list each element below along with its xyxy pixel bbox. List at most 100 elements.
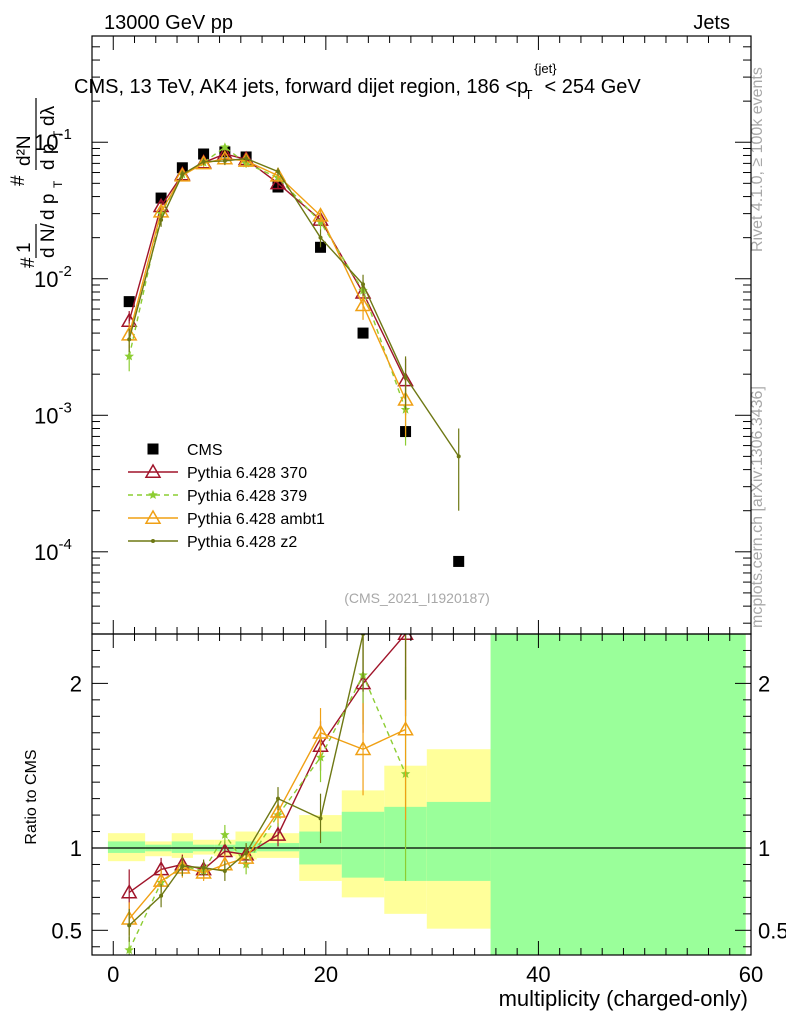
plot-title-suffix: < 254 GeV (545, 76, 642, 98)
band-green-2 (171, 841, 193, 853)
legend-marker-ambt1 (144, 509, 162, 524)
header-left-label: 13000 GeV pp (104, 12, 233, 34)
y-tick-base: 10 (34, 267, 58, 292)
ratio-line-p370 (128, 634, 407, 894)
legend-label-cms: CMS (187, 442, 223, 459)
y-tick-label-main-0: 10-1 (34, 126, 72, 155)
y-tick-label-ratio-l-1: 1 (70, 836, 82, 861)
plot-title-sub: T (525, 87, 533, 102)
ylabel-sub-T: T (51, 180, 65, 188)
legend-marker-z2 (151, 539, 155, 543)
y-tick-label-main-2: 10-3 (34, 399, 72, 428)
x-tick-label-0: 0 (107, 962, 119, 987)
ratio-line-p379 (128, 673, 407, 951)
main-point-cms-10 (453, 555, 465, 567)
main-y-axis-label: # 1 d N/ d p T # d²N d p T dλ (8, 98, 65, 268)
ratio-plot-frame (91, 633, 752, 956)
main-point-ambt1-6 (269, 167, 287, 182)
y-tick-label-ratio-r-0: 0.5 (758, 918, 786, 943)
ratio-point-ambt1-6 (269, 803, 287, 818)
header-right-label: Jets (693, 12, 730, 34)
y-tick-label-ratio-r-2: 2 (758, 671, 770, 696)
ratio-point-z2-2 (180, 864, 185, 869)
main-point-z2-10 (456, 454, 461, 459)
x-tick-label-60: 60 (739, 962, 763, 987)
ylabel-dlambda: dλ (38, 105, 59, 126)
plot-title-prefix: CMS, 13 TeV, AK4 jets, forward dijet reg… (74, 76, 528, 98)
main-series-group (120, 142, 465, 567)
ratio-point-z2-6 (276, 796, 281, 801)
legend-label-z2: Pythia 6.428 z2 (187, 534, 297, 551)
main-point-ambt1-2 (174, 167, 191, 182)
ratio-point-z2-0 (127, 923, 132, 928)
band-green-0 (107, 841, 146, 853)
y-tick-exponent: -4 (58, 536, 71, 553)
y-tick-exponent: -3 (58, 399, 71, 416)
legend-marker-p370 (144, 463, 162, 478)
main-point-z2-4 (222, 158, 227, 163)
mcplots-label: mcplots.cern.ch [arXiv:1306.3436] (749, 386, 766, 628)
main-point-z2-5 (244, 156, 249, 161)
main-point-ambt1-7 (312, 207, 329, 222)
plot-title-sup: {jet} (534, 61, 557, 76)
ylabel-denom-dp: d p (38, 194, 59, 220)
x-tick-label-20: 20 (314, 962, 338, 987)
ratio-point-z2-7 (318, 816, 323, 821)
main-point-z2-2 (180, 172, 185, 177)
ratio-point-p379-4 (220, 829, 230, 839)
ratio-line-z2 (128, 634, 365, 926)
main-point-z2-8 (361, 282, 366, 287)
main-point-cms-8 (357, 327, 369, 339)
band-green-10 (426, 801, 491, 881)
plot-title: CMS, 13 TeV, AK4 jets, forward dijet reg… (74, 61, 641, 102)
main-point-ambt1-8 (354, 296, 372, 312)
main-point-p379-4 (220, 142, 230, 152)
y-tick-exponent: -2 (58, 263, 71, 280)
legend-label-ambt1: Pythia 6.428 ambt1 (187, 511, 325, 528)
main-point-cms-3 (198, 148, 210, 160)
ratio-point-p370-6 (269, 826, 287, 841)
main-line-p379 (128, 146, 407, 410)
legend-label-p370: Pythia 6.428 370 (187, 465, 307, 482)
ylabel-sub-T2: T (51, 130, 65, 138)
ylabel-numer-d2N: d²N (14, 135, 35, 166)
main-point-cms-0 (123, 296, 135, 308)
ratio-point-ambt1-5 (237, 849, 255, 864)
y-tick-base: 10 (34, 540, 58, 565)
y-tick-base: 10 (34, 403, 58, 428)
ratio-point-p379-0 (124, 945, 134, 955)
main-line-p370 (128, 153, 407, 381)
ratio-point-ambt1-8 (354, 740, 372, 756)
ratio-point-z2-3 (201, 865, 206, 870)
main-point-ambt1-3 (195, 154, 212, 170)
band-green-11 (490, 634, 746, 955)
main-line-ambt1 (128, 157, 407, 401)
main-point-z2-9 (403, 375, 408, 380)
rivet-version-label: Rivet 4.1.0, ≥ 100k events (749, 67, 766, 252)
legend-label-p379: Pythia 6.428 379 (187, 488, 307, 505)
main-line-z2 (128, 157, 460, 457)
band-green-8 (341, 811, 385, 878)
y-tick-label-ratio-r-1: 1 (758, 836, 770, 861)
main-point-z2-1 (159, 217, 164, 222)
legend-marker-cms (147, 443, 159, 455)
ylabel-hash2: # (8, 175, 29, 186)
legend: CMS Pythia 6.428 370 Pythia 6.428 379 Pythi… (128, 442, 325, 551)
ratio-uncertainty-bands (107, 634, 746, 955)
band-green-6 (256, 843, 300, 852)
ylabel-hash: # (18, 257, 39, 268)
main-point-z2-7 (318, 235, 323, 240)
main-point-z2-3 (201, 159, 206, 164)
main-point-z2-6 (276, 169, 281, 174)
ratio-point-ambt1-3 (195, 864, 212, 879)
y-tick-label-main-1: 10-2 (34, 263, 72, 292)
ratio-point-p370-0 (120, 883, 138, 899)
main-point-p379-0 (124, 351, 134, 361)
y-tick-label-ratio-l-2: 2 (70, 671, 82, 696)
legend-marker-p379 (148, 490, 158, 499)
main-point-p370-6 (269, 174, 287, 190)
ratio-point-z2-5 (244, 850, 249, 855)
ylabel-numer-one: 1 (14, 242, 35, 253)
